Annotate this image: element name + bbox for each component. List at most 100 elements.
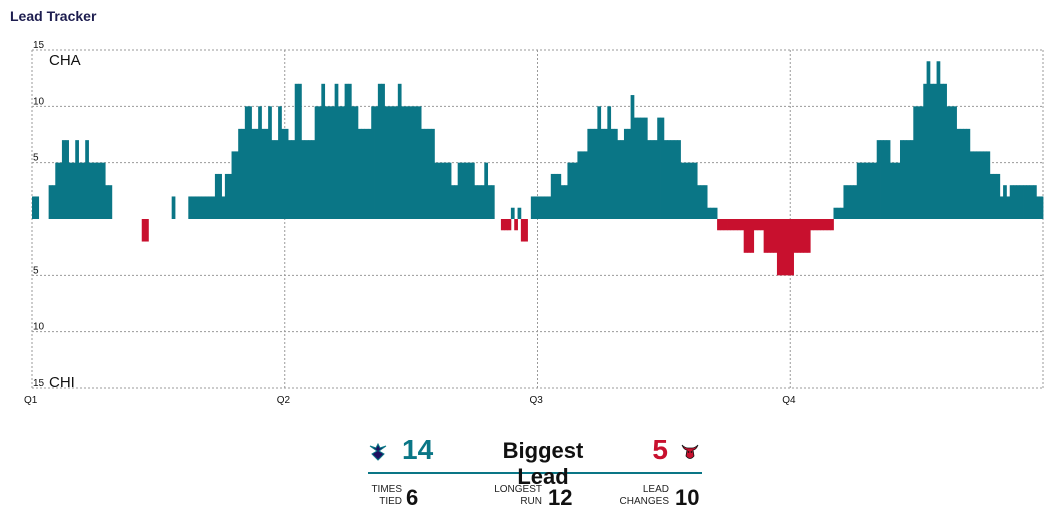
cha-lead-bar (198, 196, 203, 219)
cha-lead-bar (667, 140, 671, 219)
cha-lead-bar (929, 83, 934, 219)
cha-lead-bar (540, 196, 545, 219)
cha-lead-bar (188, 196, 193, 219)
cha-lead-bar (590, 128, 595, 219)
cha-lead-bar (88, 162, 93, 219)
cha-lead-bar (580, 151, 585, 219)
chi-lead-bar (763, 219, 768, 253)
cha-lead-bar (208, 196, 212, 219)
cha-lead-bar (510, 207, 515, 219)
chi-lead-bar (793, 219, 798, 253)
cha-lead-bar (281, 128, 286, 219)
cha-lead-bar (700, 185, 705, 219)
cha-lead-bar (890, 162, 894, 219)
chi-lead-bar (756, 219, 761, 231)
cha-lead-bar (224, 173, 229, 219)
cha-lead-bar (969, 151, 974, 219)
chi-lead-bar (810, 219, 814, 231)
chi-lead-bar (813, 219, 818, 231)
cha-lead-bar (444, 162, 449, 219)
cha-lead-bar (341, 106, 346, 219)
chi-lead-bar (740, 219, 745, 231)
chart-bars (32, 61, 1044, 276)
cha-lead-bar (903, 140, 908, 219)
cha-lead-bar (244, 106, 249, 219)
cha-lead-bar (451, 185, 455, 219)
cha-lead-bar (554, 173, 558, 219)
chi-lead-bar (747, 219, 751, 253)
chi-lead-bar (776, 219, 781, 276)
cha-lead-bar (1003, 185, 1007, 219)
team-bottom-label: CHI (49, 374, 75, 391)
times-tied-value: 6 (406, 485, 419, 510)
chi-lead-bar (514, 219, 518, 231)
cha-lead-bar (956, 128, 961, 219)
cha-lead-bar (371, 106, 375, 219)
cha-lead-bar (291, 140, 296, 219)
cha-lead-bar (387, 106, 392, 219)
cha-lead-bar (870, 162, 874, 219)
cha-lead-bar (347, 83, 352, 219)
cha-lead-bar (833, 207, 838, 219)
quarter-label: Q2 (277, 395, 291, 406)
cha-lead-bar (544, 196, 548, 219)
cha-lead-bar (623, 128, 628, 219)
cha-lead-bar (254, 128, 259, 219)
chi-lead-bar (780, 219, 784, 276)
cha-lead-bar (85, 140, 89, 219)
cha-lead-bar (337, 106, 342, 219)
cha-lead-bar (367, 128, 372, 219)
cha-lead-bar (673, 140, 678, 219)
cha-lead-bar (963, 128, 967, 219)
cha-lead-bar (939, 83, 944, 219)
cha-lead-bar (883, 140, 888, 219)
cha-lead-bar (301, 140, 306, 219)
cha-lead-bar (264, 128, 269, 219)
cha-lead-bar (78, 162, 83, 219)
cha-lead-bar (357, 128, 362, 219)
cha-lead-bar (996, 173, 1001, 219)
chi-lead-bar (723, 219, 728, 231)
cha-lead-bar (268, 106, 272, 219)
cha-lead-bar (919, 106, 924, 219)
cha-lead-bar (637, 117, 641, 219)
chi-lead-bar (786, 219, 791, 276)
cha-lead-bar (231, 151, 236, 219)
cha-lead-bar (298, 83, 302, 219)
chi-lead-bar (800, 219, 804, 253)
chi-lead-bar (504, 219, 508, 231)
cha-lead-bar (876, 140, 881, 219)
chi-lead-bar (830, 219, 834, 231)
cha-lead-bar (361, 128, 365, 219)
cha-lead-bar (1013, 185, 1017, 219)
cha-lead-bar (547, 196, 552, 219)
cha-lead-bar (693, 162, 698, 219)
cha-lead-bar (866, 162, 871, 219)
cha-lead-bar (91, 162, 96, 219)
y-tick-label: 5 (33, 153, 39, 164)
cha-lead-bar (457, 162, 462, 219)
cha-lead-bar (657, 117, 661, 219)
cha-lead-bar (344, 83, 349, 219)
cha-lead-bar (647, 140, 651, 219)
cha-lead-bar (98, 162, 103, 219)
cha-lead-bar (604, 128, 608, 219)
cha-biggest-lead: 14 (402, 434, 434, 465)
cha-lead-bar (850, 185, 854, 219)
chi-lead-bar (507, 219, 512, 231)
cha-lead-bar (477, 185, 482, 219)
cha-lead-bar (986, 151, 991, 219)
cha-lead-bar (374, 106, 379, 219)
chi-lead-bar (816, 219, 821, 231)
cha-lead-bar (48, 185, 53, 219)
cha-lead-bar (191, 196, 196, 219)
cha-lead-bar (587, 128, 592, 219)
cha-lead-bar (304, 140, 309, 219)
cha-lead-bar (607, 106, 612, 219)
cha-lead-bar (836, 207, 841, 219)
cha-lead-bar (248, 106, 252, 219)
cha-lead-bar (55, 162, 60, 219)
cha-lead-bar (627, 128, 632, 219)
cha-lead-bar (1016, 185, 1021, 219)
cha-lead-bar (1036, 196, 1041, 219)
